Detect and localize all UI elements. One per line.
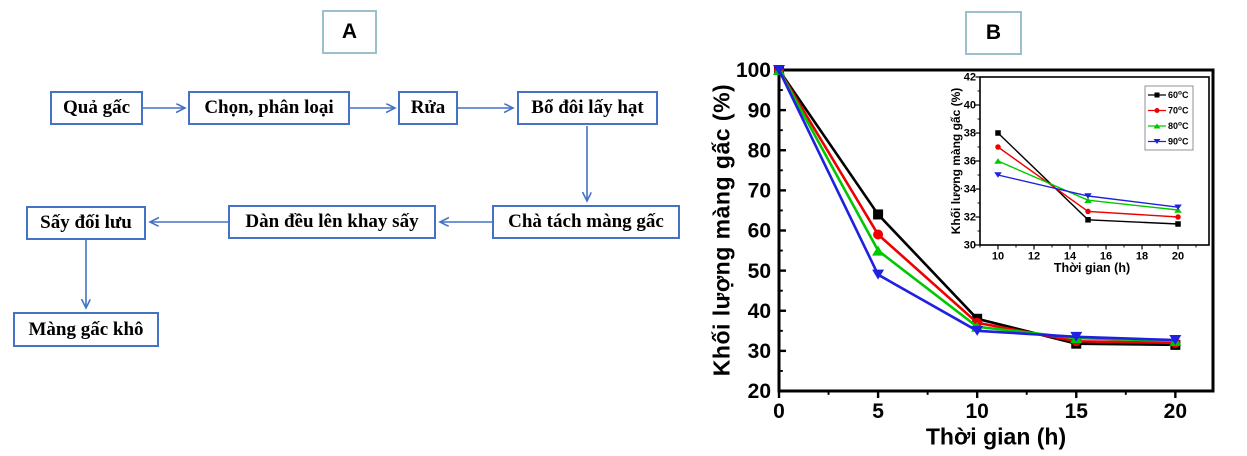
main-x-tick-label: 20	[1164, 400, 1187, 423]
legend-label-80°C: 80oC	[1168, 121, 1189, 132]
flow-node-bo-doi-lay-hat: Bổ đôi lấy hạt	[517, 91, 658, 125]
inset-x-tick-label: 20	[1172, 251, 1184, 263]
legend-label-70°C: 70oC	[1168, 105, 1189, 116]
inset-marker-80°C	[1084, 197, 1092, 203]
inset-y-tick-label: 42	[964, 72, 976, 84]
inset-marker-90°C	[1084, 193, 1092, 199]
legend-box	[1144, 85, 1194, 151]
legend-marker-60°C	[1154, 92, 1160, 98]
main-marker-80°C	[872, 245, 885, 256]
legend-marker-80°C	[1153, 123, 1161, 129]
main-series-line-90°C	[777, 69, 1176, 342]
inset-marker-90°C	[1174, 204, 1182, 210]
main-series-line-80°C	[777, 69, 1176, 343]
main-series-line-70°C	[777, 69, 1176, 345]
panel-b-label: B	[965, 11, 1022, 55]
flow-node-mang-gac-kho: Màng gấc khô	[13, 312, 159, 347]
flowchart-arrows	[0, 0, 700, 456]
main-marker-90°C	[1169, 335, 1182, 346]
main-marker-90°C	[1070, 331, 1083, 342]
inset-legend: 60oC 70oC 80oC 90oC	[1144, 85, 1194, 151]
main-series-line-60°C	[777, 69, 1176, 347]
inset-marker-70°C	[1085, 208, 1091, 215]
inset-y-tick-label: 34	[964, 184, 977, 196]
inset-x-tick-label: 14	[1064, 251, 1077, 263]
main-marker-60°C	[873, 209, 884, 220]
inset-x-tick-label: 12	[1028, 251, 1040, 263]
main-marker-90°C	[971, 325, 984, 336]
inset-y-tick-label: 40	[964, 100, 976, 112]
main-marker-90°C	[872, 269, 885, 280]
main-y-tick-label: 30	[748, 340, 771, 363]
main-x-tick-label: 5	[872, 400, 884, 423]
inset-marker-60°C	[995, 130, 1001, 136]
main-y-tick-label: 70	[748, 180, 771, 203]
main-y-tick-label: 40	[748, 300, 771, 323]
inset-marker-90°C	[994, 172, 1002, 178]
main-x-tick-label: 0	[773, 400, 785, 423]
flow-node-cha-tach-mang-gac: Chà tách màng gấc	[492, 205, 680, 239]
main-y-axis-title: Khối lượng màng gấc (%)	[708, 83, 735, 377]
inset-marker-70°C	[1175, 214, 1181, 220]
flow-node-say-doi-luu: Sấy đối lưu	[26, 206, 146, 240]
main-y-tick-label: 90	[748, 99, 771, 122]
inset-x-tick-label: 10	[992, 251, 1004, 263]
inset-y-axis-title: Khối lượng màng gấc (%)	[949, 87, 963, 235]
main-y-tick-label: 20	[748, 380, 771, 403]
legend-marker-90°C	[1153, 139, 1161, 144]
legend-label-60°C: 60oC	[1168, 90, 1189, 101]
main-x-tick-label: 15	[1065, 400, 1089, 423]
main-y-tick-label: 80	[748, 139, 771, 162]
main-marker-70°C	[873, 229, 884, 240]
main-marker-90°C	[773, 65, 785, 75]
inset-y-tick-label: 36	[964, 156, 976, 168]
inset-marker-60°C	[1175, 221, 1181, 227]
inset-marker-80°C	[994, 158, 1002, 164]
inset-x-tick-label: 16	[1100, 251, 1112, 263]
flow-node-rua: Rửa	[398, 91, 458, 125]
flow-node-dan-deu-len-khay-say: Dàn đều lên khay sấy	[228, 205, 436, 239]
inset-x-tick-label: 18	[1136, 251, 1148, 263]
main-x-tick-label: 10	[965, 400, 988, 423]
inset-y-tick-label: 32	[964, 212, 976, 224]
inset-y-tick-label: 38	[964, 128, 976, 140]
inset-marker-80°C	[1174, 207, 1182, 213]
inset-marker-60°C	[1085, 217, 1091, 223]
panel-a-label: A	[322, 10, 377, 54]
flow-node-chon-phan-loai: Chọn, phân loại	[188, 91, 350, 125]
main-y-tick-label: 50	[748, 260, 771, 283]
legend-label-90°C: 90oC	[1168, 136, 1189, 147]
inset-marker-70°C	[995, 144, 1001, 150]
legend-marker-70°C	[1154, 108, 1160, 113]
inset-x-axis-title: Thời gian (h)	[1053, 261, 1131, 275]
drying-curves-chart: 0 5 10 15 20 20 30 40 50 60 70 80 90 100 10 12 14 16 18 20 3…	[736, 59, 1215, 423]
main-y-tick-label: 100	[736, 59, 771, 82]
inset-y-tick-label: 30	[964, 240, 976, 252]
main-y-tick-label: 60	[748, 220, 771, 243]
flow-node-qua-gac: Quả gấc	[50, 91, 143, 125]
main-x-axis-title: Thời gian (h)	[925, 423, 1067, 450]
